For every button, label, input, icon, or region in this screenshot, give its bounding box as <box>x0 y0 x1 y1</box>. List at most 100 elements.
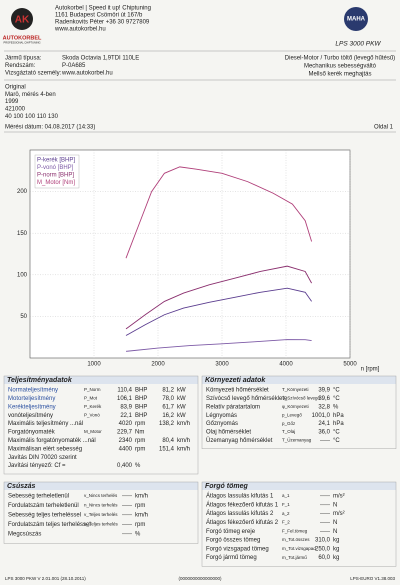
row-unit: % <box>135 532 141 538</box>
row-symbol: a_2 <box>282 511 290 516</box>
row-symbol: m_Tot.jármű <box>282 555 307 560</box>
line-series <box>125 339 312 352</box>
company-line: www.autokorbel.hu <box>54 27 106 33</box>
row-unit: BHP <box>135 413 147 419</box>
row-unit: kW <box>177 388 186 394</box>
row-value: 106,1 <box>117 396 133 402</box>
row-label: Légnyomás <box>206 413 237 419</box>
company-line: 1161 Budapest Csömöri út 167/b <box>55 13 143 19</box>
row-symbol: n_Nincs terhelés <box>84 503 118 508</box>
note: Marö, mérés 4-ben <box>5 92 56 98</box>
row-symbol: m_Tot.vizsgapad <box>282 546 316 551</box>
row-symbol: p_Levegő <box>282 412 302 417</box>
row-unit: m/s² <box>333 494 345 500</box>
row-value: 32,8 <box>318 404 330 410</box>
row-value: 39,6 <box>318 396 330 402</box>
vehicle-spec: Mechanikus sebességváltó <box>304 64 377 70</box>
logo-sub: PROFESSIONAL CHIPTUNING <box>4 41 41 45</box>
row-value: 16,2 <box>162 413 174 419</box>
note: 40 100 100 110 130 <box>5 114 59 120</box>
row-label: Forgó jármű tömeg <box>206 555 257 561</box>
company-line: Radenkovits Péter +36 30 9727809 <box>55 20 150 26</box>
row-symbol: v_Teljes terhelés <box>84 512 118 517</box>
row-unit: BHP <box>135 404 147 410</box>
row-label: Olaj hőmérséklet <box>206 430 251 436</box>
section-header <box>4 376 198 384</box>
legend-entry: P-kerék [BHP] <box>37 158 75 164</box>
page-number: Oldal 1 <box>374 125 394 131</box>
vehicle-value: www.autokorbel.hu <box>61 71 113 77</box>
line-series <box>125 166 313 259</box>
line-series <box>125 287 312 336</box>
row-label: Normateljesítmény <box>8 388 58 394</box>
section-box <box>201 375 397 450</box>
row-symbol: P_Vonó <box>84 412 100 417</box>
row-value: 83,9 <box>120 404 132 410</box>
row-unit: km/h <box>177 438 190 444</box>
row-label: Sebesség teljes terheléssel <box>8 513 81 519</box>
row-symbol: P_Mot <box>84 396 98 401</box>
row-symbol: F_2 <box>282 520 290 525</box>
row-symbol: T_Olaj <box>282 429 295 434</box>
row-value: 229,7 <box>117 430 133 436</box>
row-value: 250,0 <box>315 546 331 552</box>
y-tick-label: 100 <box>17 272 28 278</box>
row-label: Megcsúszás <box>8 532 41 538</box>
row-label: Átlagos fékezőerő kifutás 1 <box>206 501 279 508</box>
row-label: Környezeti hőmérséklet <box>206 388 269 394</box>
section-box <box>201 481 397 567</box>
row-label: Maximálisan elért sebesség <box>8 446 82 452</box>
row-value: ----- <box>122 494 132 500</box>
row-label: Átlagos lassulás kifutás 1 <box>206 493 274 500</box>
row-symbol: φ_Környezeti <box>282 404 309 409</box>
row-value: 310,0 <box>315 538 331 544</box>
row-symbol: F_1 <box>282 502 290 507</box>
row-symbol: p_Gőz <box>282 421 296 426</box>
row-label: Maximális teljesítmény ...nál <box>8 421 83 427</box>
row-label: Átlagos lassulás kifutás 2 <box>206 510 274 517</box>
logo-text: AUTOKORBEL <box>3 35 42 41</box>
row-unit: BHP <box>135 396 147 402</box>
row-unit: rpm <box>135 446 145 452</box>
row-value: ----- <box>122 503 132 509</box>
row-unit: km/h <box>135 494 148 500</box>
footer: LPS 3000 PKW V 2.01.001 (28.10.2011) <box>5 576 86 581</box>
x-tick-label: 4000 <box>279 362 293 368</box>
row-unit: % <box>333 404 339 410</box>
row-unit: kg <box>333 538 339 544</box>
row-value: 60,0 <box>318 555 330 561</box>
note: 1999 <box>5 99 19 105</box>
row-value: 2340 <box>119 438 133 444</box>
row-label: Fordulatszám terheletlenül <box>8 503 79 509</box>
row-label: Maximális forgatónyomaték ...nál <box>8 438 96 444</box>
row-unit: rpm <box>135 438 145 444</box>
row-value: 0,400 <box>117 463 133 469</box>
section-title: Teljesítményadatok <box>7 377 73 384</box>
row-value: ----- <box>320 520 330 526</box>
y-tick-label: 50 <box>20 314 27 320</box>
footer: LPS-EURO V1.38.003 <box>350 576 395 581</box>
row-value: 36,0 <box>318 430 330 436</box>
row-value: 22,1 <box>120 413 132 419</box>
logo <box>11 8 33 30</box>
vehicle-spec: Mellső kerék meghajtás <box>308 72 371 78</box>
maha-emblem <box>344 7 368 31</box>
row-value: ----- <box>122 513 132 519</box>
row-unit: kg <box>333 555 339 561</box>
row-symbol: M_Motor <box>84 429 102 434</box>
row-value: 80,4 <box>162 438 174 444</box>
note: Original <box>5 85 26 91</box>
row-unit: °C <box>333 396 340 402</box>
row-label: Sebesség terheletlenül <box>8 494 69 500</box>
row-value: 24,1 <box>318 421 330 427</box>
row-value: 61,7 <box>162 404 174 410</box>
x-tick-label: 1000 <box>87 362 101 368</box>
legend-entry: P-vonó [BHP] <box>37 165 74 171</box>
row-unit: kW <box>177 413 186 419</box>
row-unit: km/h <box>177 446 190 452</box>
vehicle-label: Vizsgáztató személy: <box>5 71 62 77</box>
x-axis-label: n [rpm] <box>361 367 380 373</box>
row-unit: rpm <box>135 503 145 509</box>
row-unit: rpm <box>135 522 145 528</box>
